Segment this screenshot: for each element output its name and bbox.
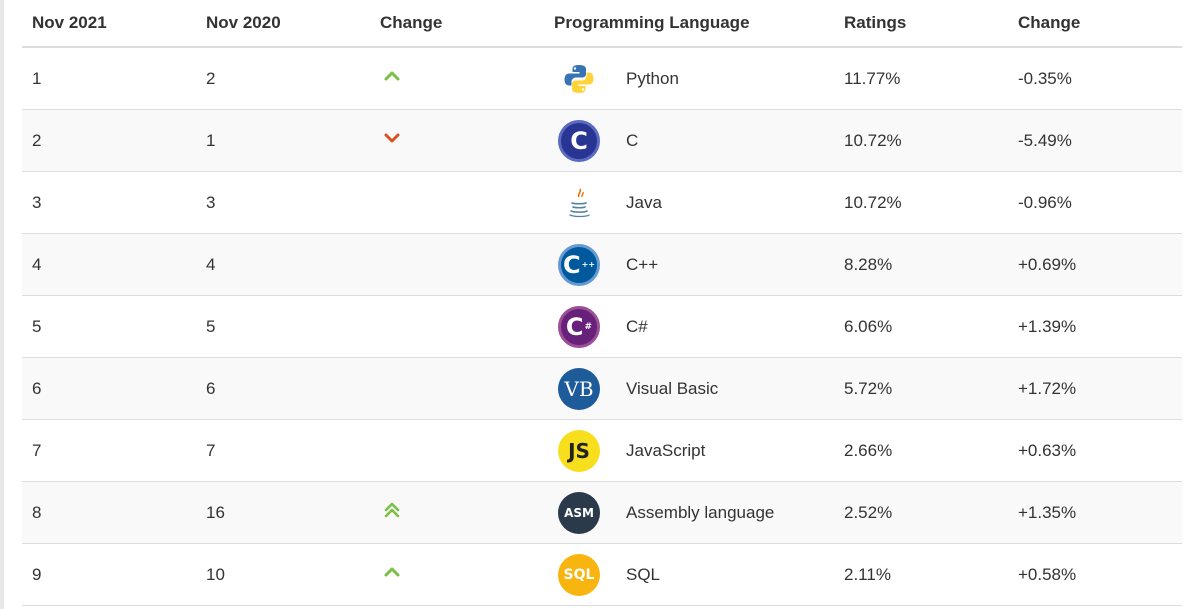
language-cell: JS JavaScript [544,419,834,482]
rating: 11.77% [834,47,1008,110]
rank-2021: 7 [22,419,196,482]
chevron-down-icon [382,128,402,148]
rank-change [370,233,544,296]
rank-2020: 7 [196,419,370,482]
rank-2020: 4 [196,233,370,296]
language-link[interactable]: SQL [626,564,661,584]
chevron-up-icon [382,66,402,86]
rating-change: +0.63% [1008,419,1182,482]
rank-2020: 2 [196,47,370,110]
c-logo-icon: C [558,119,600,162]
language-cell: ASM Assembly language [544,481,834,544]
sql-logo-icon: SQL [558,553,600,596]
table-row: 8 16 ASM Assembly language 2.52% +1.35% [22,481,1182,544]
rating-change: -0.35% [1008,47,1182,110]
rank-change [370,481,544,544]
header-programming-language[interactable]: Programming Language [544,0,834,48]
rank-change [370,419,544,482]
rank-change [370,171,544,234]
rating-change: +1.72% [1008,357,1182,420]
rank-2021: 3 [22,171,196,234]
language-cell: VB Visual Basic [544,357,834,420]
rating: 6.06% [834,295,1008,358]
table-row: 2 1 C C 10.72% -5.49% [22,109,1182,172]
rank-2021: 6 [22,357,196,420]
java-logo-icon [558,182,600,224]
language-link[interactable]: C [626,130,639,150]
left-border [0,0,4,609]
header-change[interactable]: Change [370,0,544,48]
rank-2020: 16 [196,481,370,544]
ranking-table: Nov 2021 Nov 2020 Change Programming Lan… [22,0,1182,606]
rank-2021: 2 [22,109,196,172]
rating-change: +0.58% [1008,543,1182,606]
rank-2021: 4 [22,233,196,296]
cpp-logo-icon: C ++ [558,243,600,286]
rating-change: +1.39% [1008,295,1182,358]
header-nov-2021[interactable]: Nov 2021 [22,0,196,48]
rank-2021: 9 [22,543,196,606]
language-link[interactable]: C++ [626,254,659,274]
rank-2021: 1 [22,47,196,110]
rank-2020: 5 [196,295,370,358]
rank-2021: 5 [22,295,196,358]
rating-change: +0.69% [1008,233,1182,296]
rank-change [370,47,544,110]
rating: 8.28% [834,233,1008,296]
rating: 2.66% [834,419,1008,482]
table-row: 6 6 VB Visual Basic 5.72% +1.72% [22,357,1182,420]
rank-change [370,543,544,606]
rating-change: -5.49% [1008,109,1182,172]
table-row: 5 5 C # C# 6.06% +1.39% [22,295,1182,358]
language-link[interactable]: Java [626,192,662,212]
rating: 10.72% [834,109,1008,172]
python-logo-icon [558,58,600,100]
table-row: 4 4 C ++ C++ 8.28% +0.69% [22,233,1182,296]
table-row: 7 7 JS JavaScript 2.66% +0.63% [22,419,1182,482]
header-nov-2020[interactable]: Nov 2020 [196,0,370,48]
rank-2020: 6 [196,357,370,420]
language-cell: C # C# [544,295,834,358]
visual-basic-logo-icon: VB [558,367,600,410]
rank-2020: 3 [196,171,370,234]
rating: 10.72% [834,171,1008,234]
csharp-logo-icon: C # [558,305,600,348]
rank-2021: 8 [22,481,196,544]
header-change-percent[interactable]: Change [1008,0,1182,48]
table-row: 9 10 SQL SQL 2.11% +0.58% [22,543,1182,606]
language-cell: Java [544,171,834,234]
table-row: 3 3 Java 10.72% -0.96% [22,171,1182,234]
table-row: 1 2 Python 11.77% -0.35% [22,47,1182,110]
rating: 2.52% [834,481,1008,544]
language-cell: Python [544,47,834,110]
language-cell: C ++ C++ [544,233,834,296]
rank-change [370,295,544,358]
language-link[interactable]: C# [626,316,648,336]
rank-change [370,109,544,172]
assembly-logo-icon: ASM [558,491,600,534]
language-link[interactable]: Assembly language [626,502,775,522]
table-header-row: Nov 2021 Nov 2020 Change Programming Lan… [22,0,1182,48]
chevron-up-icon [382,562,402,582]
language-cell: SQL SQL [544,543,834,606]
rank-2020: 1 [196,109,370,172]
javascript-logo-icon: JS [558,429,600,472]
double-chevron-up-icon [382,500,402,520]
rating: 2.11% [834,543,1008,606]
rank-2020: 10 [196,543,370,606]
rating-change: -0.96% [1008,171,1182,234]
language-link[interactable]: JavaScript [626,440,706,460]
header-ratings[interactable]: Ratings [834,0,1008,48]
rating-change: +1.35% [1008,481,1182,544]
language-link[interactable]: Visual Basic [626,378,719,398]
rank-change [370,357,544,420]
rating: 5.72% [834,357,1008,420]
language-link[interactable]: Python [626,68,679,88]
